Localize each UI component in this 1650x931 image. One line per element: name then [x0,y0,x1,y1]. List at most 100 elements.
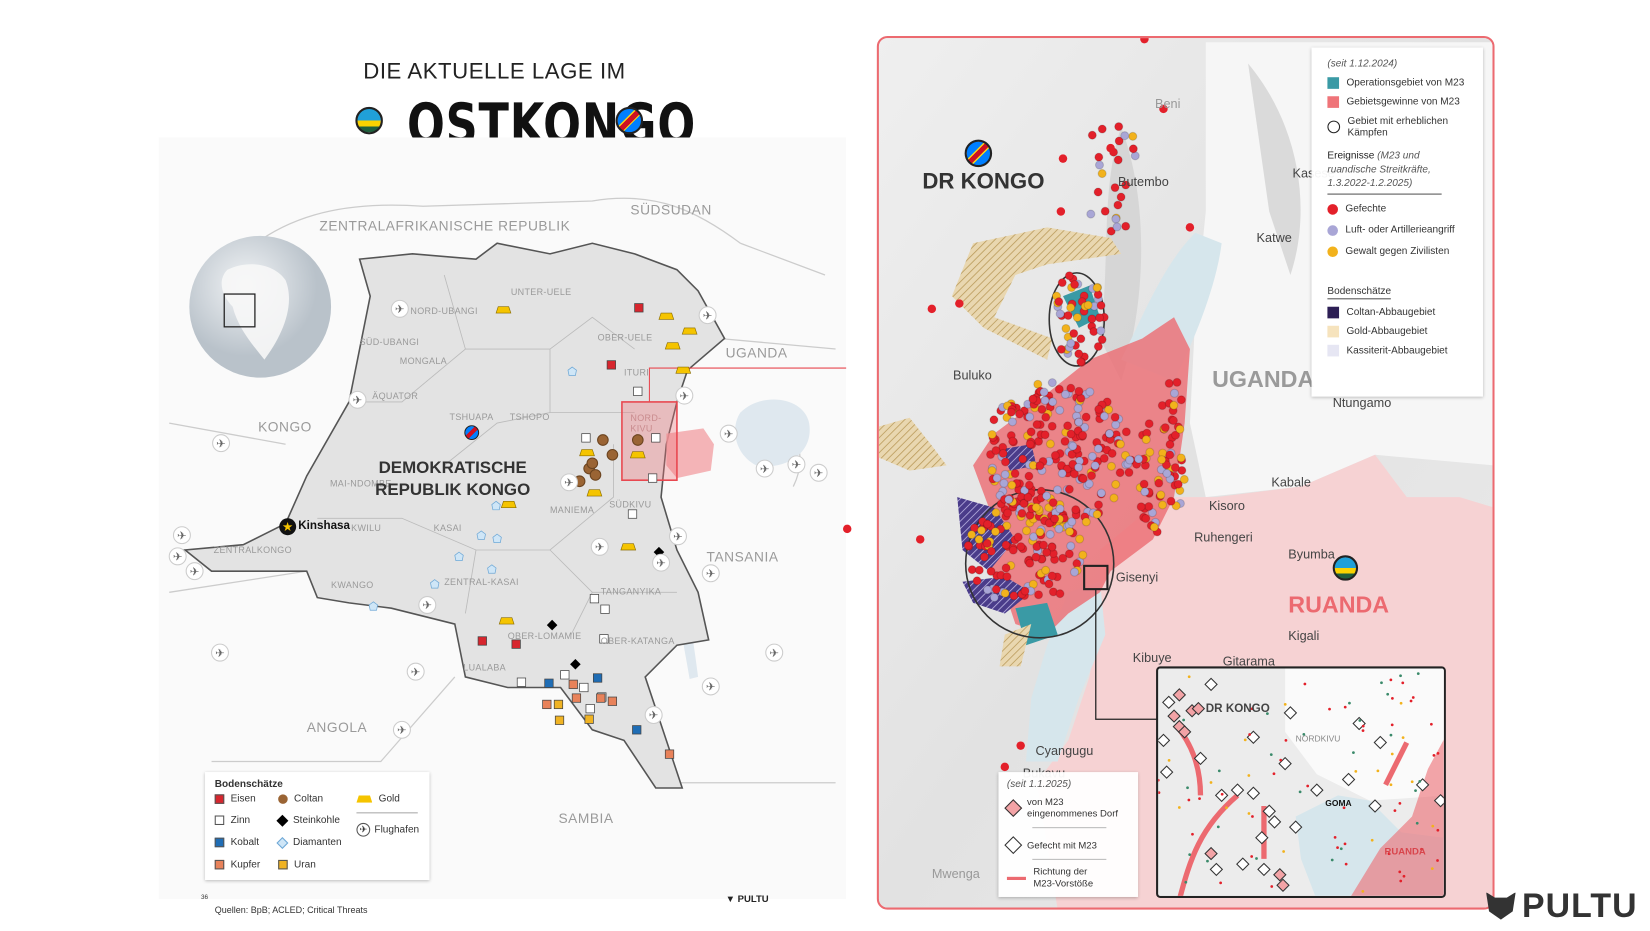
battle-dot [1093,341,1103,352]
legend-label: Eisen [230,793,256,805]
battle-dot [1058,553,1068,563]
event-dot [1266,712,1269,716]
battle-marker [1255,830,1269,845]
airstrike-dot [1060,389,1070,399]
captured-village-marker [1167,709,1181,723]
battle-dot [1173,479,1183,489]
svg-text:✈: ✈ [792,459,802,472]
battle-dot [1164,378,1174,388]
town-label: Gitarama [1222,653,1275,669]
province-label: NORD-UBANGI [410,305,478,317]
airplane-icon: ✈ [211,643,229,662]
battle-dot [1070,279,1080,290]
civilian-violence-dot [1021,526,1032,536]
event-dot [1330,858,1334,862]
diamond-marker [476,530,486,540]
legend2-item: Richtung der M23-Vorstöße [1033,866,1094,889]
civilian-violence-dot [974,534,984,544]
province-label: OBER-LOMAMIE [507,630,582,641]
event-dot [1284,738,1288,742]
gold-marker [495,306,512,314]
uranium-marker [553,699,564,710]
battle-dot [1056,207,1066,216]
advance-arrow [1177,793,1240,896]
province-label: MONGALA [399,355,447,366]
event-dot [1380,681,1383,685]
airplane-icon: ✈ [406,662,425,681]
battle-dot [974,565,984,575]
legend-area-item: Operationsgebiet von M23 [1327,77,1470,89]
event-dot [1247,774,1251,777]
battle-dot [1008,436,1018,446]
event-dot [1336,846,1339,849]
airplane-icon: ✈ [168,547,187,566]
capital-star-icon: ★ [279,518,297,536]
civilian-violence-dot [1065,527,1075,537]
legend-item-steinkohle: Steinkohle [276,814,340,827]
inset-city: GOMA [1325,798,1352,809]
battle-dot [1026,427,1036,437]
battle-dot [1025,558,1035,568]
drc-flag-right-icon [964,139,993,168]
airstrike-dot [1096,488,1106,498]
gold-marker [629,451,646,459]
event-dot [1399,879,1403,883]
province-label: SÜDKIVU [609,499,652,510]
civilian-violence-dot [1035,527,1045,537]
gold-marker [586,489,603,497]
event-dot [1399,701,1403,705]
tin-marker [651,433,661,443]
battle-dot [1086,471,1097,481]
uranium-marker [584,714,594,724]
battle-marker [1158,733,1171,748]
svg-text:✈: ✈ [411,666,421,679]
coltan-marker [586,457,599,470]
battle-dot [1071,505,1081,515]
civilian-violence-dot [1156,490,1166,500]
battle-dot [1067,449,1077,459]
event-dot [1398,802,1402,805]
event-dot [1167,758,1171,762]
battle-marker [1310,783,1324,797]
gold-marker [579,449,595,457]
civilian-violence-dot [1041,565,1051,575]
country-label: SÜDSUDAN [630,202,712,218]
battle-dot [915,535,925,544]
battle-marker [1162,695,1176,710]
battle-dot [1008,545,1018,555]
airplane-icon: ✈ [787,455,806,474]
battle-dot [1002,572,1012,582]
province-borders [317,274,677,635]
battle-marker [1341,772,1356,787]
battle-dot [1074,349,1084,359]
civilian-violence-dot [1097,169,1107,179]
province-label: ZENTRAL-KASAI [444,576,519,588]
civilian-violence-dot [1045,439,1055,449]
event-dot [1219,881,1222,885]
event-dot [1188,853,1192,857]
battle-dot [1172,377,1182,387]
tin-marker [600,604,610,614]
airstrike-dot [1040,395,1050,405]
event-dot [1282,850,1286,853]
resource-swatch [1327,344,1340,357]
airstrike-dot [1140,487,1150,497]
legend2-since: (seit 1.1.2025) [1006,778,1072,791]
legend-area-item: Gebiet mit erheblichen Kämpfen [1327,115,1470,139]
civilian-violence-dot [1092,283,1102,293]
inset-connector [1095,589,1159,720]
province-label: UNTER-UELE [510,286,572,298]
battle-dot [1166,496,1176,506]
tin-marker [579,682,589,693]
airstrike-dot [1007,417,1017,427]
event-dot [1389,678,1393,682]
town-label: Kigali [1288,628,1320,644]
svg-text:✈: ✈ [769,647,779,660]
tin-marker [633,386,643,396]
battle-marker [1267,815,1282,829]
battle-icon [1004,836,1023,855]
battle-dot [1013,532,1023,542]
battle-dot [1066,383,1076,393]
battle-dot [1161,460,1171,470]
event-dot [1376,769,1380,773]
